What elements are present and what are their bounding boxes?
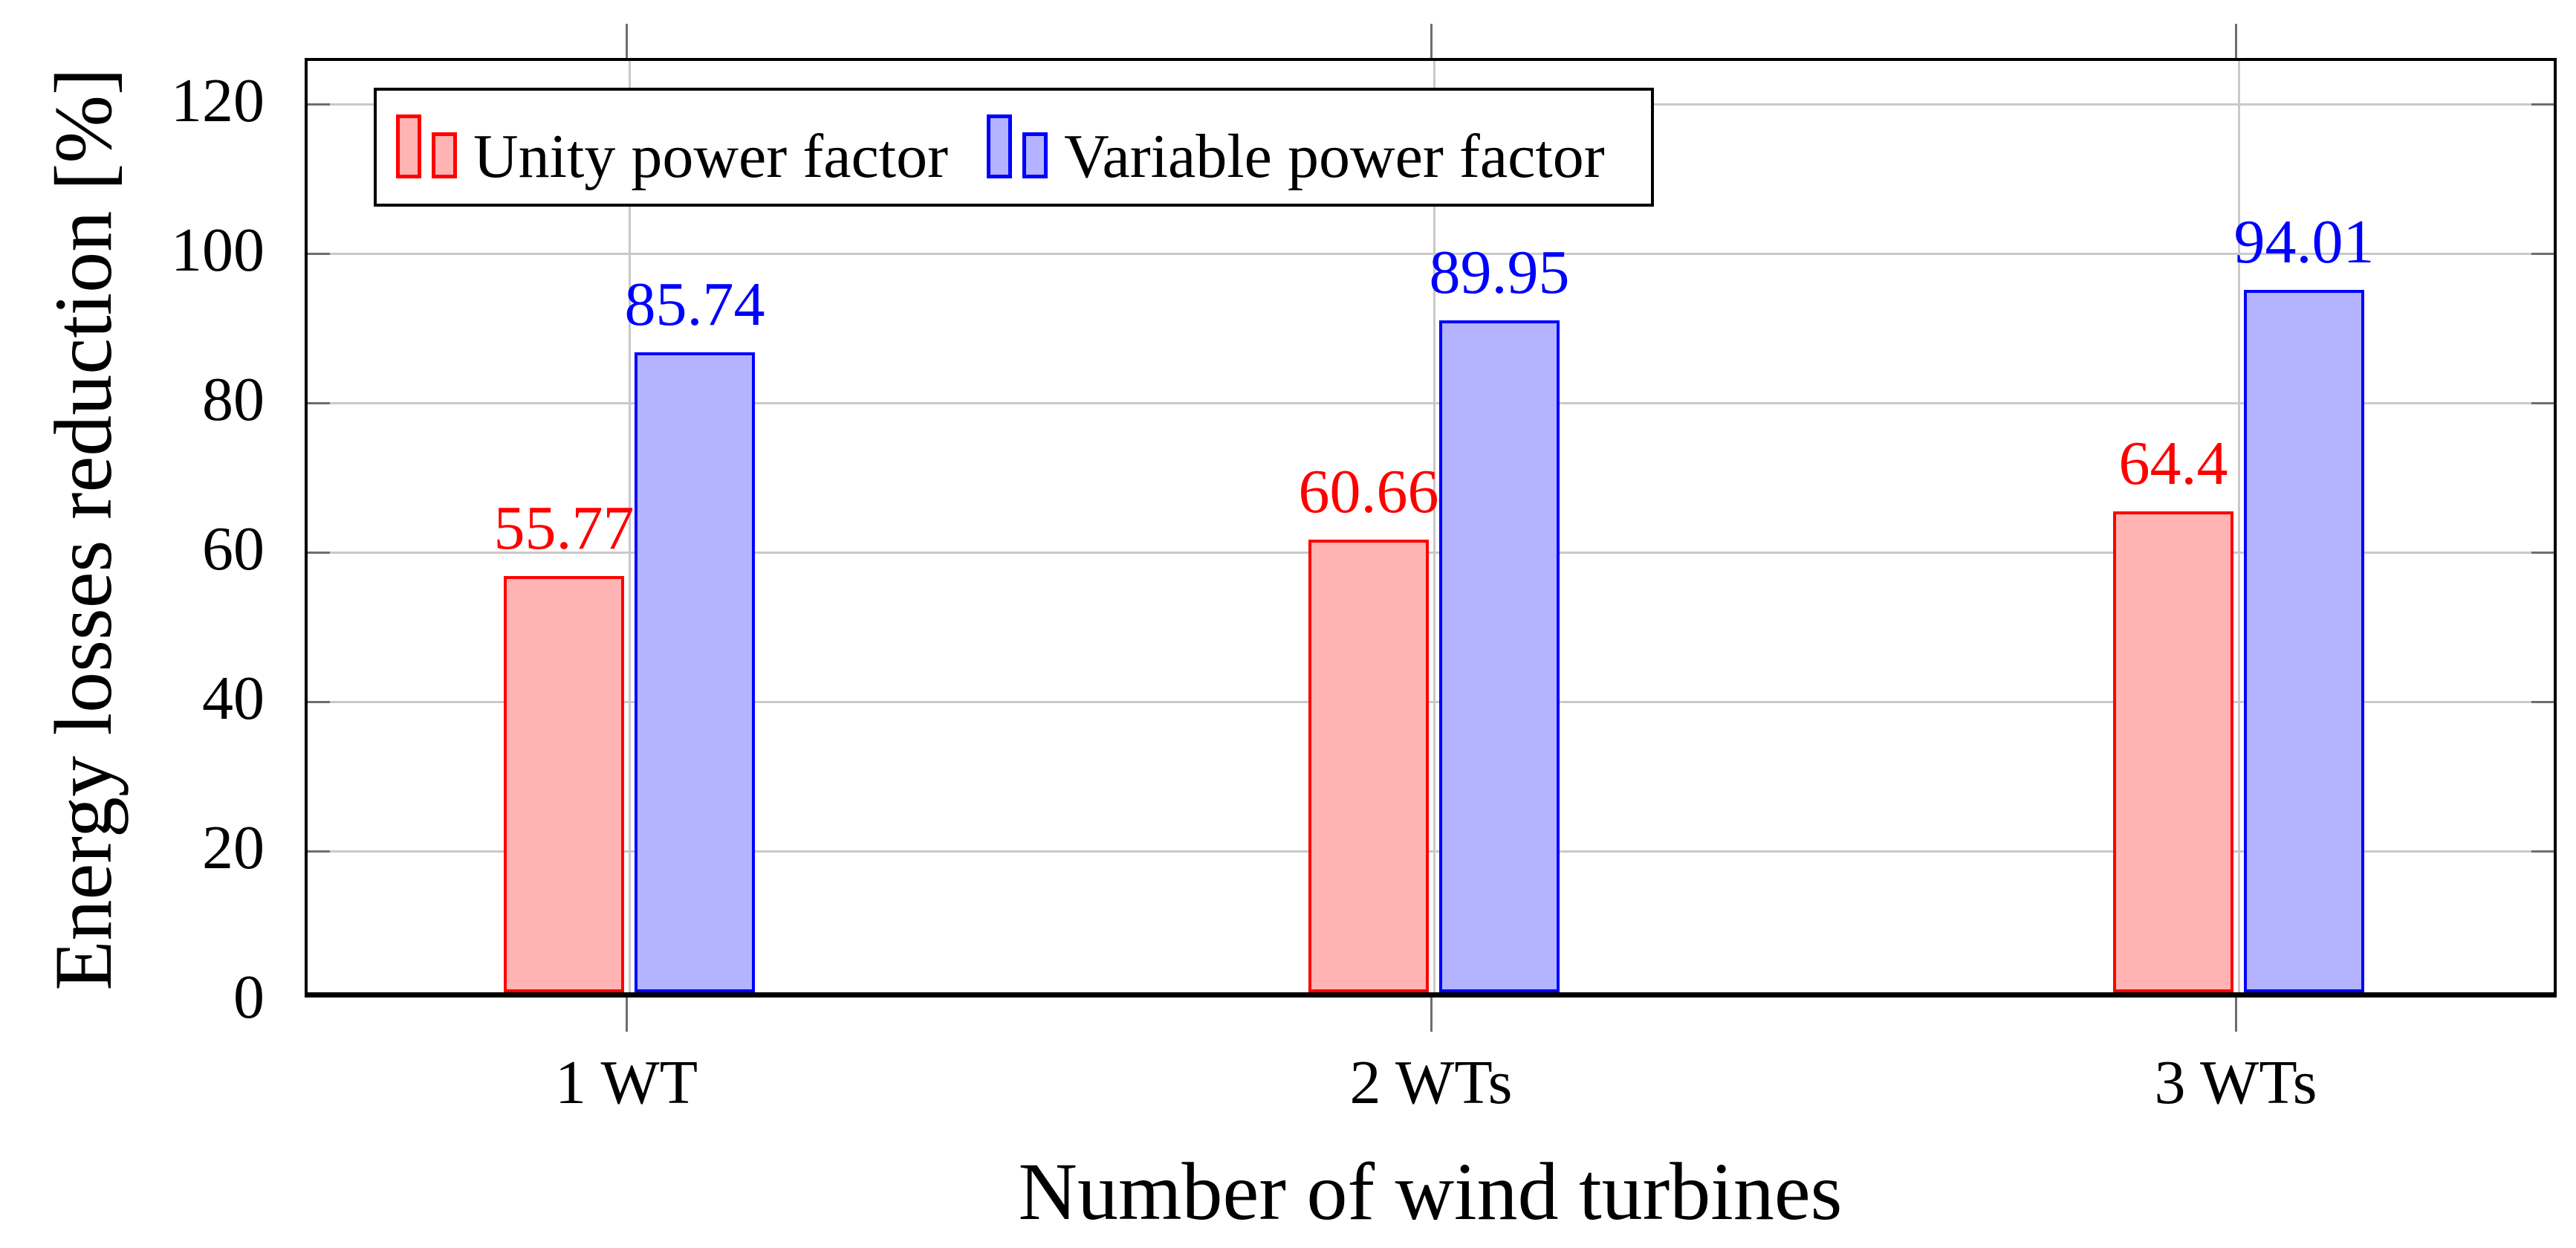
bar-value-label: 94.01: [2233, 207, 2375, 277]
y-tick-label: 0: [233, 963, 265, 1032]
y-tick-mark-right: [2531, 401, 2554, 404]
y-tick-mark-left: [308, 551, 330, 554]
bar-value-label: 55.77: [493, 493, 635, 563]
x-tick-mark-top: [1430, 24, 1433, 58]
y-tick-mark-right: [2531, 551, 2554, 554]
legend-label: Unity power factor: [473, 122, 949, 192]
y-tick-label: 20: [202, 813, 265, 883]
bar-variable-2-wts: [1439, 320, 1560, 992]
bar-value-label: 89.95: [1429, 238, 1570, 308]
x-tick-mark-top: [2234, 24, 2237, 58]
y-tick-label: 80: [202, 365, 265, 435]
bar-value-label: 85.74: [624, 269, 765, 339]
y-tick-label: 100: [171, 216, 265, 285]
legend-bar-swatch-icon: [987, 114, 1048, 178]
x-tick-mark-bottom: [625, 998, 628, 1032]
x-axis-title: Number of wind turbines: [1018, 1146, 1843, 1237]
x-tick-mark-bottom: [2234, 998, 2237, 1032]
x-tick-label: 2 WTs: [1349, 1048, 1513, 1117]
y-gridline: [308, 401, 2554, 404]
y-tick-mark-left: [308, 700, 330, 703]
y-tick-mark-right: [2531, 700, 2554, 703]
y-tick-mark-right: [2531, 850, 2554, 853]
x-tick-label: 1 WT: [554, 1048, 698, 1117]
bar-variable-3-wts: [2244, 290, 2364, 992]
bar-variable-1-wt: [635, 352, 755, 992]
y-gridline: [308, 551, 2554, 554]
legend-swatch-bar-tall-icon: [987, 114, 1013, 178]
legend-label: Variable power factor: [1064, 122, 1605, 192]
legend-swatch-bar-short-icon: [432, 132, 457, 178]
bar-unity-3-wts: [2113, 511, 2233, 992]
y-tick-mark-left: [308, 252, 330, 255]
y-gridline: [308, 850, 2554, 853]
plot-area: 55.77 60.66 64.4 85.74 89.95 94.01: [305, 58, 2557, 998]
bar-value-label: 64.4: [2118, 428, 2228, 498]
y-tick-label: 120: [171, 66, 265, 136]
bar-value-label: 60.66: [1298, 456, 1439, 526]
y-tick-mark-right: [2531, 103, 2554, 106]
y-gridline: [308, 252, 2554, 255]
bar-unity-1-wt: [504, 575, 624, 992]
y-tick-label: 40: [202, 664, 265, 734]
y-tick-mark-left: [308, 850, 330, 853]
x-gridline: [2237, 61, 2240, 992]
legend-bar-swatch-icon: [396, 114, 457, 178]
legend-swatch-bar-short-icon: [1022, 132, 1048, 178]
bar-unity-2-wts: [1308, 539, 1429, 992]
x-tick-label: 3 WTs: [2154, 1048, 2317, 1117]
x-gridline: [1433, 61, 1435, 992]
legend-swatch-bar-tall-icon: [396, 114, 421, 178]
y-tick-label: 60: [202, 514, 265, 584]
legend-entry: Unity power factor: [396, 114, 949, 192]
x-tick-mark-top: [625, 24, 628, 58]
x-tick-mark-bottom: [1430, 998, 1433, 1032]
y-tick-mark-left: [308, 103, 330, 106]
y-tick-mark-left: [308, 401, 330, 404]
y-tick-mark-right: [2531, 252, 2554, 255]
y-gridline: [308, 700, 2554, 703]
x-gridline: [628, 61, 631, 992]
legend: Unity power factor Variable power factor: [374, 88, 1654, 207]
legend-entry: Variable power factor: [987, 114, 1605, 192]
